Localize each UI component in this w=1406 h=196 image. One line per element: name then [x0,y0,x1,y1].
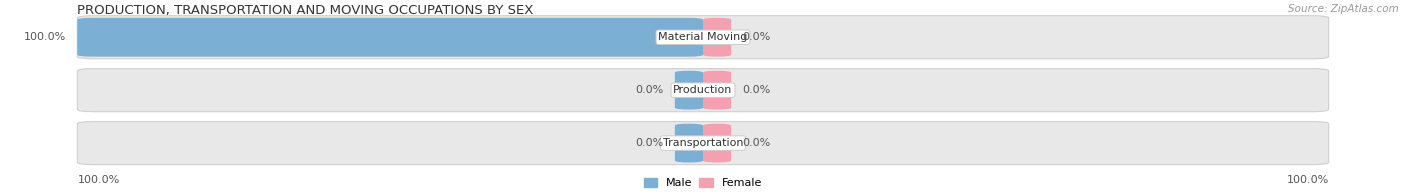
FancyBboxPatch shape [703,124,731,162]
FancyBboxPatch shape [675,71,703,110]
Text: 100.0%: 100.0% [24,32,66,42]
FancyBboxPatch shape [77,122,1329,165]
FancyBboxPatch shape [77,16,1329,59]
Text: 0.0%: 0.0% [742,85,770,95]
FancyBboxPatch shape [77,69,1329,112]
Text: 0.0%: 0.0% [742,138,770,148]
FancyBboxPatch shape [703,71,731,110]
Text: Material Moving: Material Moving [658,32,748,42]
Text: 0.0%: 0.0% [742,32,770,42]
FancyBboxPatch shape [77,18,703,57]
Text: PRODUCTION, TRANSPORTATION AND MOVING OCCUPATIONS BY SEX: PRODUCTION, TRANSPORTATION AND MOVING OC… [77,4,534,17]
Legend: Male, Female: Male, Female [644,178,762,189]
Text: 100.0%: 100.0% [1286,175,1329,185]
Text: 0.0%: 0.0% [636,85,664,95]
FancyBboxPatch shape [675,124,703,162]
FancyBboxPatch shape [703,18,731,57]
Text: Source: ZipAtlas.com: Source: ZipAtlas.com [1288,4,1399,14]
Text: 0.0%: 0.0% [636,138,664,148]
Text: Production: Production [673,85,733,95]
Text: Transportation: Transportation [662,138,744,148]
Text: 100.0%: 100.0% [77,175,120,185]
